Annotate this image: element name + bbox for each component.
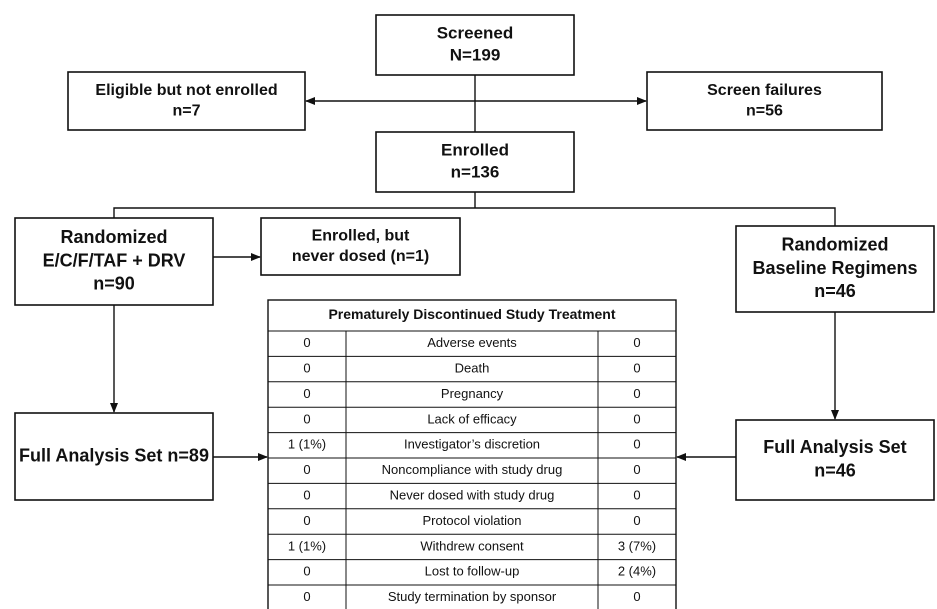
node-box: Screen failures n=56 [646, 71, 883, 131]
table-cell: Investigator’s discretion [404, 437, 540, 452]
node-text: Full Analysis Set [763, 437, 906, 457]
node-box: Full Analysis Set n=89 [14, 412, 214, 501]
table-border [267, 299, 677, 609]
node-text: n=46 [814, 460, 856, 480]
node-text: n=46 [814, 281, 856, 301]
table-cell: 0 [633, 513, 640, 528]
table-cell: Study termination by sponsor [388, 589, 557, 604]
table-cell: 0 [633, 386, 640, 401]
node-text: Screened [437, 23, 514, 42]
table-cell: 1 (1%) [288, 437, 326, 452]
table-cell: Death [455, 361, 490, 376]
table-cell: 0 [303, 411, 310, 426]
table-cell: 0 [633, 361, 640, 376]
box [735, 225, 935, 313]
discontinuation-table: Prematurely Discontinued Study Treatment… [267, 299, 677, 609]
table-cell: 0 [303, 488, 310, 503]
node-box: Screened N=199 [375, 14, 575, 76]
node-text: Randomized [781, 234, 888, 254]
node-text: Baseline Regimens [752, 258, 917, 278]
node-box: Enrolled, but never dosed (n=1) [260, 217, 461, 276]
connector [113, 207, 836, 226]
box [375, 14, 575, 76]
node-text: Enrolled, but [312, 227, 410, 244]
table-cell: 0 [303, 589, 310, 604]
node-text: Full Analysis Set n=89 [19, 445, 209, 465]
box [735, 419, 935, 501]
table-cell: Never dosed with study drug [390, 488, 555, 503]
node-box: Enrolled n=136 [375, 131, 575, 193]
table-cell: Protocol violation [423, 513, 522, 528]
table-cell: 2 (4%) [618, 564, 656, 579]
table-cell: 0 [633, 488, 640, 503]
table-cell: 0 [633, 589, 640, 604]
table-cell: Withdrew consent [420, 538, 524, 553]
table-cell: 0 [303, 513, 310, 528]
node-box: Randomized E/C/F/TAF + DRV n=90 [14, 217, 214, 306]
node-text: n=56 [746, 103, 783, 120]
node-box: Randomized Baseline Regimens n=46 [735, 225, 935, 313]
box [14, 412, 214, 501]
node-text: E/C/F/TAF + DRV [43, 250, 186, 270]
node-text: n=90 [93, 274, 135, 294]
table-cell: 0 [633, 437, 640, 452]
node-text: Enrolled [441, 140, 509, 159]
connectors [110, 75, 839, 461]
node-text: n=7 [172, 103, 200, 120]
node-text: n=136 [451, 163, 500, 182]
table-cell: 0 [633, 335, 640, 350]
table-cell: 0 [303, 386, 310, 401]
box [14, 217, 214, 306]
node-text: Eligible but not enrolled [95, 82, 277, 99]
box [646, 71, 883, 131]
table-cell: Lack of efficacy [427, 411, 517, 426]
table-cell: 0 [633, 411, 640, 426]
table-title: Prematurely Discontinued Study Treatment [328, 306, 615, 322]
table-cell: 0 [303, 335, 310, 350]
table-cell: 0 [303, 361, 310, 376]
box [375, 131, 575, 193]
box [260, 217, 461, 276]
node-text: N=199 [450, 46, 501, 65]
box [67, 71, 306, 131]
table-cell: 1 (1%) [288, 538, 326, 553]
table-cell: 0 [303, 462, 310, 477]
table-cell: 0 [633, 462, 640, 477]
table-cell: Noncompliance with study drug [382, 462, 563, 477]
node-text: Randomized [60, 227, 167, 247]
table-cell: 3 (7%) [618, 538, 656, 553]
table-cell: Adverse events [427, 335, 517, 350]
table-cell: Lost to follow-up [425, 564, 520, 579]
table-cell: Pregnancy [441, 386, 504, 401]
node-box: Full Analysis Set n=46 [735, 419, 935, 501]
table-cell: 0 [303, 564, 310, 579]
node-text: never dosed (n=1) [292, 248, 429, 265]
node-box: Eligible but not enrolled n=7 [67, 71, 306, 131]
node-text: Screen failures [707, 82, 822, 99]
